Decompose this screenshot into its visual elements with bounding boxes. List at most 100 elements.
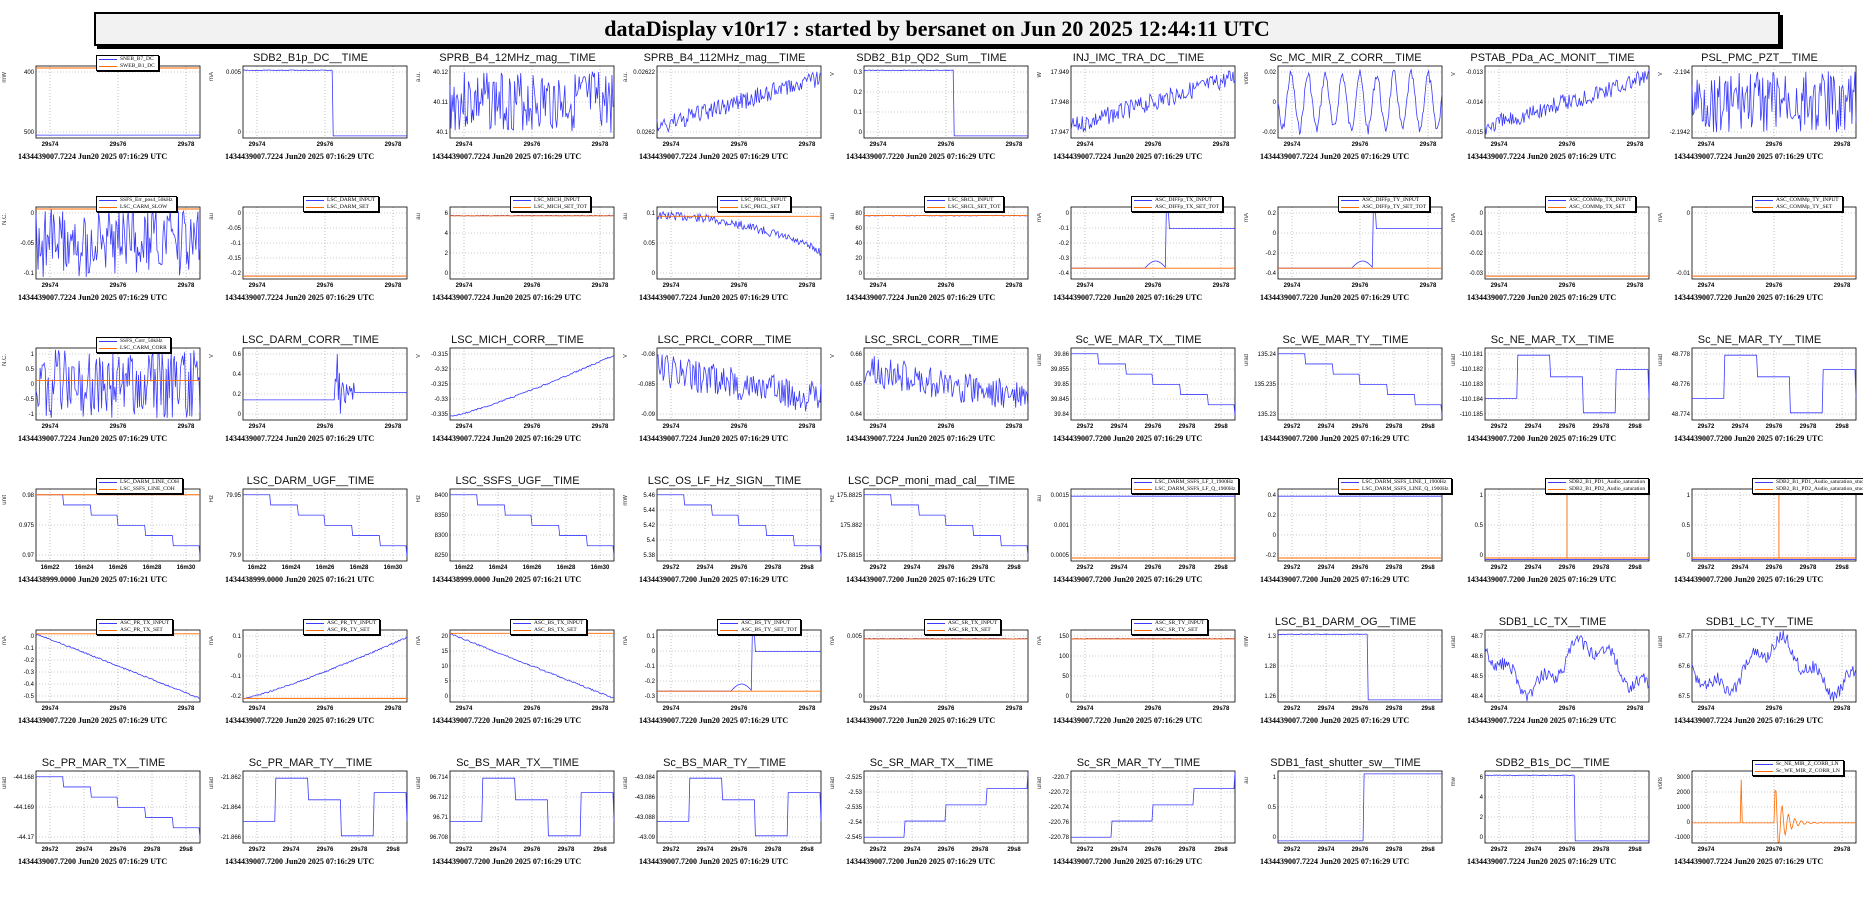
plot-panel[interactable]: LSC_SSFS_UGF__TIME 8400 8350 8300 8250 16m22 1… <box>414 475 621 616</box>
plot-panel[interactable]: Sc_NE_MAR_TX__TIME -110.181 -110.182 -110.1… <box>1449 334 1656 475</box>
plot-panel[interactable]: SPRB_B4_12MHz_mag__TIME 40.12 40.11 40.1 29s… <box>414 52 621 193</box>
series-1-line <box>1485 354 1650 414</box>
plot-panel[interactable]: Sc_BS_MAR_TY__TIME -43.084 -43.086 -43.088-… <box>621 757 828 898</box>
panel-timestamp: 1434439007.7224 Jun20 2025 07:16:29 UTC <box>639 152 789 161</box>
plot-panel[interactable]: LSC_DARM_UGF__TIME 79.95 79.9 16m22 16m24 16m… <box>207 475 414 616</box>
plot-panel[interactable]: INJ_IMC_TRA_DC__TIME 17.949 17.948 17.947 29… <box>1035 52 1242 193</box>
legend-swatch <box>1755 488 1773 491</box>
plot-panel[interactable]: PSL_PMC_PZT__TIME -2.194 -2.1942 29s74 29s76… <box>1656 52 1863 193</box>
x-tick-label: 29s74 <box>1525 565 1542 571</box>
plot-panel[interactable]: SPRB_B4_112MHz_mag__TIME 0.02622 0.0262 29s… <box>621 52 828 193</box>
y-tick-label: -43.084 <box>635 775 656 781</box>
x-tick-label: 29s74 <box>663 142 680 148</box>
x-tick-label: 29s76 <box>1559 142 1576 148</box>
plot-panel[interactable]: 1 0.5 0 -0.5 -1 29s74 29s76 29s78 SSFS_Corr_50kH… <box>0 334 207 475</box>
plot-panel[interactable]: Sc_PR_MAR_TX__TIME -44.168 -44.169 -44.17 29… <box>0 757 207 898</box>
plot-panel[interactable]: Sc_SR_MAR_TX__TIME -2.525 -2.53 -2.535 -2.54… <box>828 757 1035 898</box>
panel-timestamp: 1434439007.7200 Jun20 2025 07:16:29 UTC <box>1467 434 1617 443</box>
plot-frame <box>1484 770 1650 844</box>
plot-panel[interactable]: Sc_SR_MAR_TY__TIME -220.7 -220.72 -220.74 -2… <box>1035 757 1242 898</box>
legend-swatch <box>1755 763 1773 766</box>
y-tick-label: -1 <box>29 412 35 418</box>
y-tick-label: -220.7 <box>1052 775 1070 781</box>
plot-panel[interactable]: LSC_DCP_moni_mad_cal__TIME 175.8825 175.88… <box>828 475 1035 616</box>
y-tick-label: 67.6 <box>1678 664 1690 670</box>
x-tick-label: 16m30 <box>177 565 196 571</box>
legend-swatch <box>99 340 117 343</box>
plot-panel[interactable]: 0 -0.05 -0.1 -0.15 -0.2 29s74 29s76 29s78 LSC_DA… <box>207 193 414 334</box>
plot-panel[interactable]: SDB1_fast_shutter_sw__TIME 1 0.5 0 29s72 29s7… <box>1242 757 1449 898</box>
plot-panel[interactable]: 80 60 40 20 0 29s74 29s76 29s78 LSC_SRCL_INPUT LS… <box>828 193 1035 334</box>
y-axis-label: urad <box>1037 777 1043 790</box>
legend-label: Sc_WE_MIR_Z_CORR_LN <box>1776 768 1840 774</box>
plot-panel[interactable]: SDB2_B1p_DC__TIME 0.005 0 29s74 29s76 29s78 mA… <box>207 52 414 193</box>
legend-label: SWEB_B1_DC <box>120 63 155 69</box>
y-tick-label: -0.2 <box>1266 251 1277 257</box>
plot-panel[interactable]: 3000 2000 1000 0 -1000 29s74 29s76 29s78 Sc_NE_M… <box>1656 757 1863 898</box>
plot-panel[interactable]: Sc_BS_MAR_TX__TIME 96.714 96.712 96.71 96.70… <box>414 757 621 898</box>
y-tick-label: 8250 <box>435 553 449 559</box>
plot-panel[interactable]: LSC_B1_DARM_OG__TIME 1.3 1.28 1.26 29s72 29s7… <box>1242 616 1449 757</box>
legend-entry: SSFS_Err_pos4_50kHz <box>99 197 173 204</box>
plot-panel[interactable]: Sc_MC_MIR_Z_CORR__TIME 0.02 0 -0.02 29s74 29s… <box>1242 52 1449 193</box>
x-tick-label: 29s8 <box>800 847 814 853</box>
plot-panel[interactable]: LSC_MICH_CORR__TIME -0.315 -0.32 -0.325 -0.3… <box>414 334 621 475</box>
plot-panel[interactable]: 0.0015 0.001 0.0005 29s72 29s74 29s76 29s78 29s… <box>1035 475 1242 616</box>
panel-timestamp: 1434439007.7200 Jun20 2025 07:16:29 UTC <box>1053 434 1203 443</box>
plot-panel[interactable]: Sc_WE_MAR_TY__TIME 135.24 135.235 135.23 29s… <box>1242 334 1449 475</box>
legend-entry: LSC_DARM_SSFS_LF_Q_1900Hz <box>1134 486 1235 493</box>
legend-swatch <box>1341 488 1359 491</box>
panel-timestamp: 1434439007.7224 Jun20 2025 07:16:29 UTC <box>1467 857 1617 866</box>
plot-panel[interactable]: 0.1 0 -0.1 -0.2 29s74 29s76 29s78 ASC_PR_TY_INP… <box>207 616 414 757</box>
plot-panel[interactable]: 20 15 10 5 0 29s74 29s76 29s78 ASC_BS_TX_INPUT AS… <box>414 616 621 757</box>
series-1-line <box>1278 353 1443 415</box>
x-tick-label: 29s72 <box>1077 847 1094 853</box>
x-tick-label: 29s72 <box>1284 847 1301 853</box>
y-axis-label: V <box>623 354 629 359</box>
plot-panel[interactable]: 0 -0.01 -0.02 -0.03 29s74 29s76 29s78 ASC_COMMp… <box>1449 193 1656 334</box>
plot-panel[interactable]: SDB2_B1s_DC__TIME 6 4 2 0 29s72 29s74 29s76 29s7… <box>1449 757 1656 898</box>
plot-panel[interactable]: 1 0.5 0 29s72 29s74 29s76 29s78 29s8 SDB2_B1_PD1… <box>1656 475 1863 616</box>
plot-panel[interactable]: 0.98 0.975 0.97 16m22 16m24 16m26 16m28 16m30 LS… <box>0 475 207 616</box>
legend-entry: LSC_MICH_INPUT <box>513 197 587 204</box>
legend-label: LSC_DARM_SSFS_LINE_Q_1900Hz <box>1362 486 1449 492</box>
panel-timestamp: 1434439007.7220 Jun20 2025 07:16:29 UTC <box>846 152 996 161</box>
plot-panel[interactable]: 0.005 0 29s74 29s76 29s78 ASC_SR_TX_INPUT ASC_… <box>828 616 1035 757</box>
x-tick-label: 29s76 <box>110 424 127 430</box>
plot-panel[interactable]: SDB1_LC_TY__TIME 67.7 67.6 67.5 29s74 29s76 29… <box>1656 616 1863 757</box>
plot-panel[interactable]: Sc_WE_MAR_TX__TIME 39.86 39.855 39.85 39.845… <box>1035 334 1242 475</box>
panel-timestamp: 1434439007.7200 Jun20 2025 07:16:29 UTC <box>18 857 168 866</box>
plot-panel[interactable]: LSC_OS_LF_Hz_SIGN__TIME 5.46 5.44 5.42 5.4 5.… <box>621 475 828 616</box>
plot-panel[interactable]: LSC_PRCL_CORR__TIME -0.08 -0.085 -0.09 29s74… <box>621 334 828 475</box>
y-tick-label: -21.864 <box>221 805 242 811</box>
plot-panel[interactable]: LSC_SRCL_CORR__TIME 0.66 0.65 0.64 29s74 29s7… <box>828 334 1035 475</box>
y-tick-label: 0.975 <box>19 523 35 529</box>
plot-panel[interactable]: 0.1 0.05 0 29s74 29s76 29s78 LSC_PRCL_INPUT LSC… <box>621 193 828 334</box>
plot-panel[interactable]: 0 -0.01 29s74 29s76 29s78 ASC_COMMp_TY_INPUT A… <box>1656 193 1863 334</box>
y-tick-label: -0.33 <box>434 397 448 403</box>
plot-panel[interactable]: 0.1 0 -0.1 -0.2 -0.3 29s74 29s76 29s78 ASC_BS_TY… <box>621 616 828 757</box>
plot-panel[interactable]: 1 0.5 0 29s72 29s74 29s76 29s78 29s8 SDB2_B1_PD1… <box>1449 475 1656 616</box>
plot-panel[interactable]: LSC_DARM_CORR__TIME 0.6 0.4 0.2 0 29s74 29s76 2… <box>207 334 414 475</box>
plot-panel[interactable]: SDB2_B1p_QD2_Sum__TIME 0.3 0.2 0.1 0 29s74 29s… <box>828 52 1035 193</box>
series-1-line <box>1692 779 1857 843</box>
plot-legend: LSC_DARM_SSFS_LINE_I_1900Hz LSC_DARM_SSFS… <box>1338 478 1453 494</box>
y-tick-label: -0.3 <box>645 694 656 700</box>
plot-panel[interactable]: 400 500 29s74 29s76 29s78 SNEB_B7_DC SWEB_B1_D… <box>0 52 207 193</box>
plot-area: 0.2 0 -0.2 -0.4 29s74 29s76 29s78 <box>1266 206 1443 289</box>
plot-panel[interactable]: 0 -0.1 -0.2 -0.3 -0.4 -0.5 29s74 29s76 29s78 ASC_… <box>0 616 207 757</box>
plot-panel[interactable]: Sc_PR_MAR_TY__TIME -21.862 -21.864 -21.866 2… <box>207 757 414 898</box>
plot-panel[interactable]: 0.4 0.2 0 -0.2 29s72 29s74 29s76 29s78 29s8 LSC_D… <box>1242 475 1453 616</box>
plot-panel[interactable]: 150 100 50 0 29s74 29s76 29s78 ASC_SR_TY_INPUT A… <box>1035 616 1242 757</box>
plot-panel[interactable]: PSTAB_PDa_AC_MONIT__TIME -0.013 -0.014 -0.0… <box>1449 52 1656 193</box>
y-axis-label: au <box>1244 777 1250 784</box>
plot-panel[interactable]: 0 -0.1 -0.2 -0.3 -0.4 29s74 29s76 29s78 ASC_DIFF… <box>1035 193 1242 334</box>
plot-panel[interactable]: 0.2 0 -0.2 -0.4 29s74 29s76 29s78 ASC_DIFFp_TY_… <box>1242 193 1449 334</box>
y-tick-label: -220.78 <box>1049 835 1070 841</box>
legend-label: LSC_SRCL_INPUT <box>948 197 994 203</box>
y-tick-label: 20 <box>441 634 448 640</box>
plot-panel[interactable]: 6 4 2 0 29s74 29s76 29s78 LSC_MICH_INPUT LSC_MIC… <box>414 193 621 334</box>
plot-panel[interactable]: SDB1_LC_TX__TIME 48.7 48.6 48.5 48.4 29s74 29s… <box>1449 616 1656 757</box>
plot-panel[interactable]: 0 -0.05 -0.1 29s74 29s76 29s78 SSFS_Err_pos4_5… <box>0 193 207 334</box>
plot-panel[interactable]: Sc_NE_MAR_TY__TIME 48.778 48.776 48.774 29s7… <box>1656 334 1863 475</box>
